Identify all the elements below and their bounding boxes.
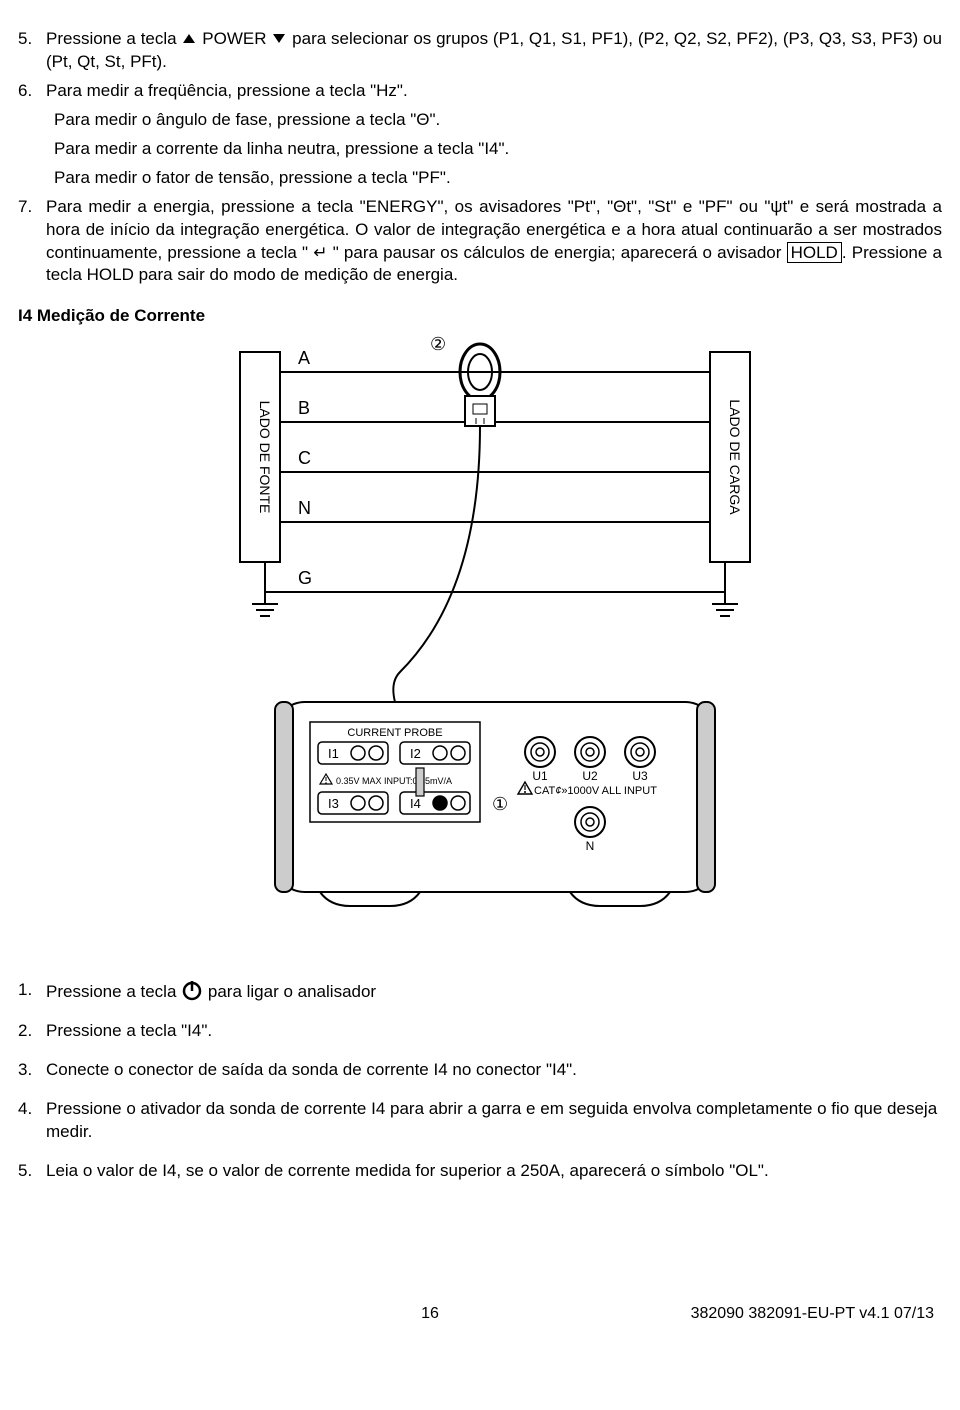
probe-label: CURRENT PROBE — [347, 727, 442, 739]
step-1: 1. Pressione a tecla para ligar o analis… — [18, 979, 942, 1004]
section-title: I4 Medição de Corrente — [18, 305, 942, 328]
num: 4. — [18, 1098, 46, 1144]
page-number: 16 — [226, 1303, 634, 1325]
text: Pressione o ativador da sonda de corrent… — [46, 1098, 942, 1144]
wiring-diagram: LADO DE FONTE LADO DE CARGA A B C N G ② — [170, 332, 790, 912]
svg-text:I3: I3 — [328, 796, 339, 811]
num: 1. — [18, 979, 46, 1004]
item-7: 7. Para medir a energia, pressione a tec… — [18, 196, 942, 288]
triangle-down-icon — [273, 34, 285, 43]
line-label-b: B — [298, 398, 310, 418]
text: Pressione a tecla "I4". — [46, 1020, 942, 1043]
marker-1: ① — [492, 794, 508, 814]
marker-2: ② — [430, 334, 446, 354]
ground-left-icon — [252, 592, 278, 616]
text: Conecte o conector de saída da sonda de … — [46, 1059, 942, 1082]
t: POWER — [202, 29, 266, 48]
item-5: 5. Pressione a tecla POWER para selecion… — [18, 28, 942, 74]
text: Pressione a tecla POWER para selecionar … — [46, 28, 942, 74]
t: Pressione a tecla — [46, 29, 177, 48]
item-6-l4: Para medir o fator de tensão, pressione … — [18, 167, 942, 190]
svg-text:U1: U1 — [532, 769, 548, 783]
svg-text:I4: I4 — [410, 796, 421, 811]
step-3: 3. Conecte o conector de saída da sonda … — [18, 1059, 942, 1082]
line-label-n: N — [298, 498, 311, 518]
line-label-g: G — [298, 568, 312, 588]
text: Para medir a energia, pressione a tecla … — [46, 196, 942, 288]
item-6-l3: Para medir a corrente da linha neutra, p… — [18, 138, 942, 161]
label-fonte: LADO DE FONTE — [257, 401, 273, 514]
page-footer: 16 382090 382091-EU-PT v4.1 07/13 — [18, 1303, 942, 1325]
svg-text:I1: I1 — [328, 746, 339, 761]
spec-text: 0.35V MAX INPUT:0.35mV/A — [336, 776, 452, 786]
line-label-c: C — [298, 448, 311, 468]
svg-text:N: N — [586, 839, 595, 853]
hold-indicator: HOLD — [787, 242, 842, 263]
line-label-a: A — [298, 348, 310, 368]
plug-icon — [416, 768, 424, 796]
step-2: 2. Pressione a tecla "I4". — [18, 1020, 942, 1043]
text: Pressione a tecla para ligar o analisado… — [46, 979, 942, 1004]
label-carga: LADO DE CARGA — [727, 400, 743, 516]
ground-right-icon — [712, 592, 738, 616]
item-6: 6. Para medir a freqüência, pressione a … — [18, 80, 942, 103]
top-block: 5. Pressione a tecla POWER para selecion… — [18, 28, 942, 287]
num: 5. — [18, 1160, 46, 1183]
triangle-up-icon — [183, 34, 195, 43]
svg-text:U3: U3 — [632, 769, 648, 783]
text: Para medir a freqüência, pressione a tec… — [46, 80, 942, 103]
item-6-l2: Para medir o ângulo de fase, pressione a… — [18, 109, 942, 132]
diagram: LADO DE FONTE LADO DE CARGA A B C N G ② — [18, 332, 942, 919]
svg-text:U2: U2 — [582, 769, 598, 783]
num: 3. — [18, 1059, 46, 1082]
t: para ligar o analisador — [208, 982, 376, 1001]
doc-id: 382090 382091-EU-PT v4.1 07/13 — [634, 1303, 934, 1325]
svg-text:I2: I2 — [410, 746, 421, 761]
power-icon — [181, 979, 203, 1001]
step-5: 5. Leia o valor de I4, se o valor de cor… — [18, 1160, 942, 1183]
bottom-steps: 1. Pressione a tecla para ligar o analis… — [18, 979, 942, 1183]
t: para selecionar os grupos (P1, Q1, S1, P… — [46, 29, 942, 71]
num: 7. — [18, 196, 46, 288]
num: 6. — [18, 80, 46, 103]
cat-text: CAT¢»1000V ALL INPUT — [534, 785, 657, 797]
text: Leia o valor de I4, se o valor de corren… — [46, 1160, 942, 1183]
num: 2. — [18, 1020, 46, 1043]
num: 5. — [18, 28, 46, 74]
step-4: 4. Pressione o ativador da sonda de corr… — [18, 1098, 942, 1144]
t: Pressione a tecla — [46, 982, 176, 1001]
